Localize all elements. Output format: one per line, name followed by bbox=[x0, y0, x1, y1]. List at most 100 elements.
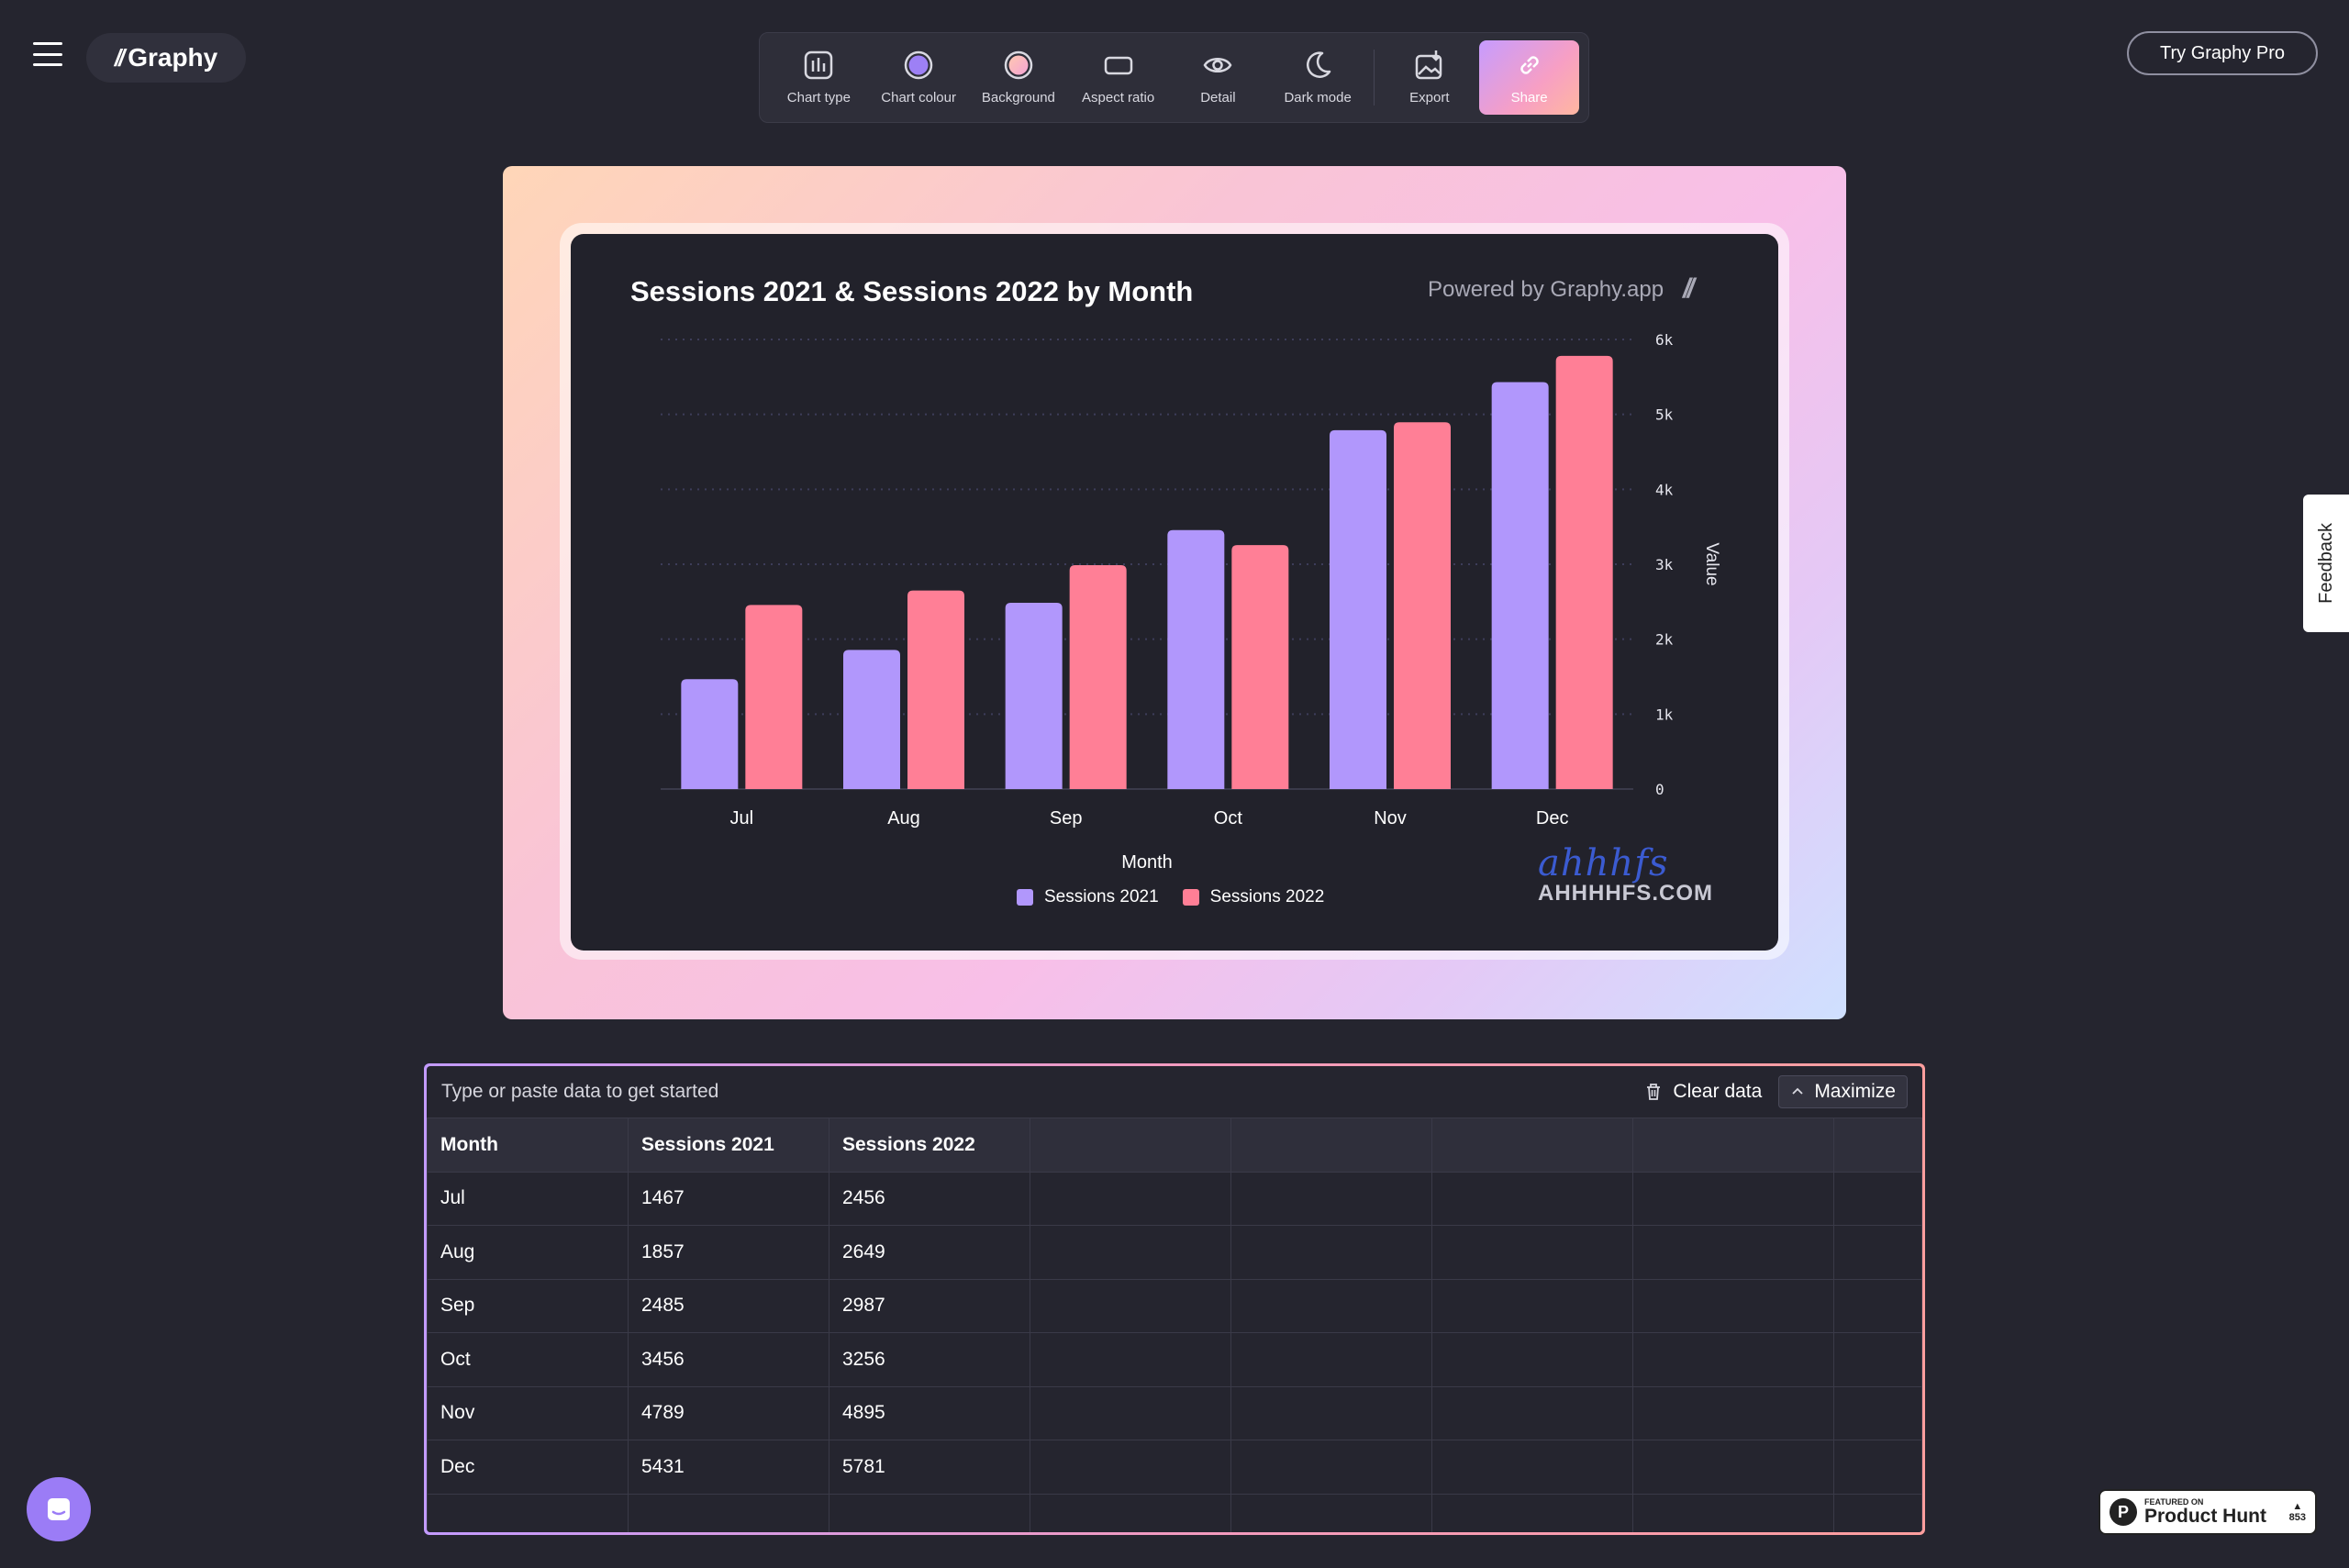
table-row: Dec 5431 5781 bbox=[427, 1440, 1922, 1495]
table-cell[interactable]: 4789 bbox=[628, 1385, 829, 1440]
table-header-cell[interactable] bbox=[1431, 1118, 1633, 1173]
maximize-button[interactable]: Maximize bbox=[1778, 1075, 1908, 1108]
bar-sep-sessions-2022[interactable] bbox=[1069, 565, 1127, 789]
table-cell[interactable] bbox=[1632, 1332, 1834, 1387]
table-cell[interactable] bbox=[1030, 1440, 1231, 1495]
table-cell[interactable] bbox=[1030, 1225, 1231, 1280]
table-cell[interactable] bbox=[1431, 1225, 1633, 1280]
table-cell[interactable]: 1857 bbox=[628, 1225, 829, 1280]
table-cell[interactable] bbox=[1833, 1493, 1922, 1532]
table-cell[interactable]: Jul bbox=[427, 1171, 629, 1226]
aspect-ratio-button[interactable]: Aspect ratio bbox=[1068, 40, 1168, 115]
bar-jul-sessions-2021[interactable] bbox=[681, 679, 739, 789]
table-cell[interactable] bbox=[1431, 1332, 1633, 1387]
product-hunt-small: FEATURED ON bbox=[2144, 1497, 2204, 1507]
menu-icon[interactable] bbox=[33, 42, 62, 66]
bar-dec-sessions-2021[interactable] bbox=[1491, 382, 1549, 789]
bar-nov-sessions-2021[interactable] bbox=[1330, 429, 1386, 789]
table-header-cell[interactable]: Sessions 2022 bbox=[829, 1118, 1030, 1173]
table-cell[interactable]: 5431 bbox=[628, 1440, 829, 1495]
product-hunt-badge[interactable]: P FEATURED ON Product Hunt ▲ 853 bbox=[2099, 1489, 2317, 1535]
table-cell[interactable] bbox=[427, 1493, 629, 1532]
table-cell[interactable] bbox=[1632, 1225, 1834, 1280]
table-cell[interactable] bbox=[1431, 1278, 1633, 1333]
bar-aug-sessions-2021[interactable] bbox=[843, 650, 900, 789]
table-cell[interactable] bbox=[1230, 1171, 1432, 1226]
table-cell[interactable]: Sep bbox=[427, 1278, 629, 1333]
table-cell[interactable] bbox=[1030, 1171, 1231, 1226]
share-button[interactable]: Share bbox=[1479, 40, 1579, 115]
table-cell[interactable] bbox=[1431, 1171, 1633, 1226]
background-button[interactable]: Background bbox=[969, 40, 1069, 115]
table-header-cell[interactable] bbox=[1030, 1118, 1231, 1173]
table-cell[interactable] bbox=[628, 1493, 829, 1532]
bar-aug-sessions-2022[interactable] bbox=[907, 590, 964, 789]
clear-data-button[interactable]: Clear data bbox=[1643, 1081, 1762, 1103]
table-cell[interactable]: 3456 bbox=[628, 1332, 829, 1387]
table-cell[interactable]: Oct bbox=[427, 1332, 629, 1387]
table-cell[interactable]: 5781 bbox=[829, 1440, 1030, 1495]
table-cell[interactable]: 2987 bbox=[829, 1278, 1030, 1333]
table-cell[interactable] bbox=[1632, 1440, 1834, 1495]
table-cell[interactable]: 1467 bbox=[628, 1171, 829, 1226]
table-cell[interactable]: 4895 bbox=[829, 1385, 1030, 1440]
table-cell[interactable]: 2649 bbox=[829, 1225, 1030, 1280]
chart-colour-button[interactable]: Chart colour bbox=[869, 40, 969, 115]
chat-launcher-button[interactable] bbox=[27, 1477, 91, 1541]
table-cell[interactable]: 2485 bbox=[628, 1278, 829, 1333]
bar-oct-sessions-2022[interactable] bbox=[1231, 545, 1289, 789]
table-header-cell[interactable] bbox=[1230, 1118, 1432, 1173]
table-cell[interactable] bbox=[1030, 1493, 1231, 1532]
table-cell[interactable] bbox=[1230, 1225, 1432, 1280]
table-cell[interactable] bbox=[1431, 1493, 1633, 1532]
table-cell[interactable] bbox=[1632, 1278, 1834, 1333]
chart-title[interactable]: Sessions 2021 & Sessions 2022 by Month bbox=[630, 275, 1194, 307]
table-cell[interactable] bbox=[1230, 1493, 1432, 1532]
dark-mode-button[interactable]: Dark mode bbox=[1268, 40, 1368, 115]
chart-type-button[interactable]: Chart type bbox=[769, 40, 869, 115]
bar-nov-sessions-2022[interactable] bbox=[1394, 422, 1451, 789]
table-cell[interactable] bbox=[1230, 1278, 1432, 1333]
table-cell[interactable]: Nov bbox=[427, 1385, 629, 1440]
table-cell[interactable]: Dec bbox=[427, 1440, 629, 1495]
bar-oct-sessions-2021[interactable] bbox=[1167, 529, 1225, 789]
table-cell[interactable] bbox=[1230, 1385, 1432, 1440]
table-cell[interactable] bbox=[1833, 1332, 1922, 1387]
table-cell[interactable] bbox=[1030, 1385, 1231, 1440]
legend-item-sessions-2021[interactable]: Sessions 2021 bbox=[1017, 887, 1159, 907]
x-tick-label: Nov bbox=[1374, 808, 1407, 828]
graphy-logo[interactable]: // Graphy bbox=[86, 33, 246, 83]
bar-sep-sessions-2021[interactable] bbox=[1005, 603, 1063, 789]
legend-item-sessions-2022[interactable]: Sessions 2022 bbox=[1182, 887, 1324, 907]
table-cell[interactable]: 2456 bbox=[829, 1171, 1030, 1226]
y-tick-label: 2k bbox=[1655, 631, 1674, 649]
table-cell[interactable] bbox=[1833, 1171, 1922, 1226]
table-cell[interactable]: 3256 bbox=[829, 1332, 1030, 1387]
table-cell[interactable] bbox=[1030, 1332, 1231, 1387]
table-header-cell[interactable]: Month bbox=[427, 1118, 629, 1173]
feedback-tab[interactable]: Feedback bbox=[2303, 495, 2349, 632]
table-header-cell[interactable]: Sessions 2021 bbox=[628, 1118, 829, 1173]
table-cell[interactable] bbox=[1431, 1385, 1633, 1440]
bar-dec-sessions-2022[interactable] bbox=[1555, 355, 1613, 789]
table-cell[interactable] bbox=[1230, 1440, 1432, 1495]
table-cell[interactable] bbox=[1030, 1278, 1231, 1333]
table-cell[interactable] bbox=[1431, 1440, 1633, 1495]
table-cell[interactable] bbox=[1632, 1385, 1834, 1440]
export-button[interactable]: Export bbox=[1379, 40, 1479, 115]
table-cell[interactable] bbox=[1833, 1278, 1922, 1333]
table-cell[interactable] bbox=[1833, 1385, 1922, 1440]
bar-jul-sessions-2022[interactable] bbox=[745, 605, 803, 789]
table-cell[interactable] bbox=[1833, 1440, 1922, 1495]
table-cell[interactable] bbox=[1833, 1225, 1922, 1280]
table-cell[interactable] bbox=[1632, 1493, 1834, 1532]
table-header-cell[interactable] bbox=[1632, 1118, 1834, 1173]
table-cell[interactable] bbox=[1632, 1171, 1834, 1226]
table-header-cell[interactable] bbox=[1833, 1118, 1922, 1173]
powered-by-text[interactable]: Powered by Graphy.app bbox=[1428, 277, 1664, 302]
table-cell[interactable]: Aug bbox=[427, 1225, 629, 1280]
detail-button[interactable]: Detail bbox=[1168, 40, 1268, 115]
table-cell[interactable] bbox=[829, 1493, 1030, 1532]
try-pro-button[interactable]: Try Graphy Pro bbox=[2127, 31, 2318, 75]
table-cell[interactable] bbox=[1230, 1332, 1432, 1387]
